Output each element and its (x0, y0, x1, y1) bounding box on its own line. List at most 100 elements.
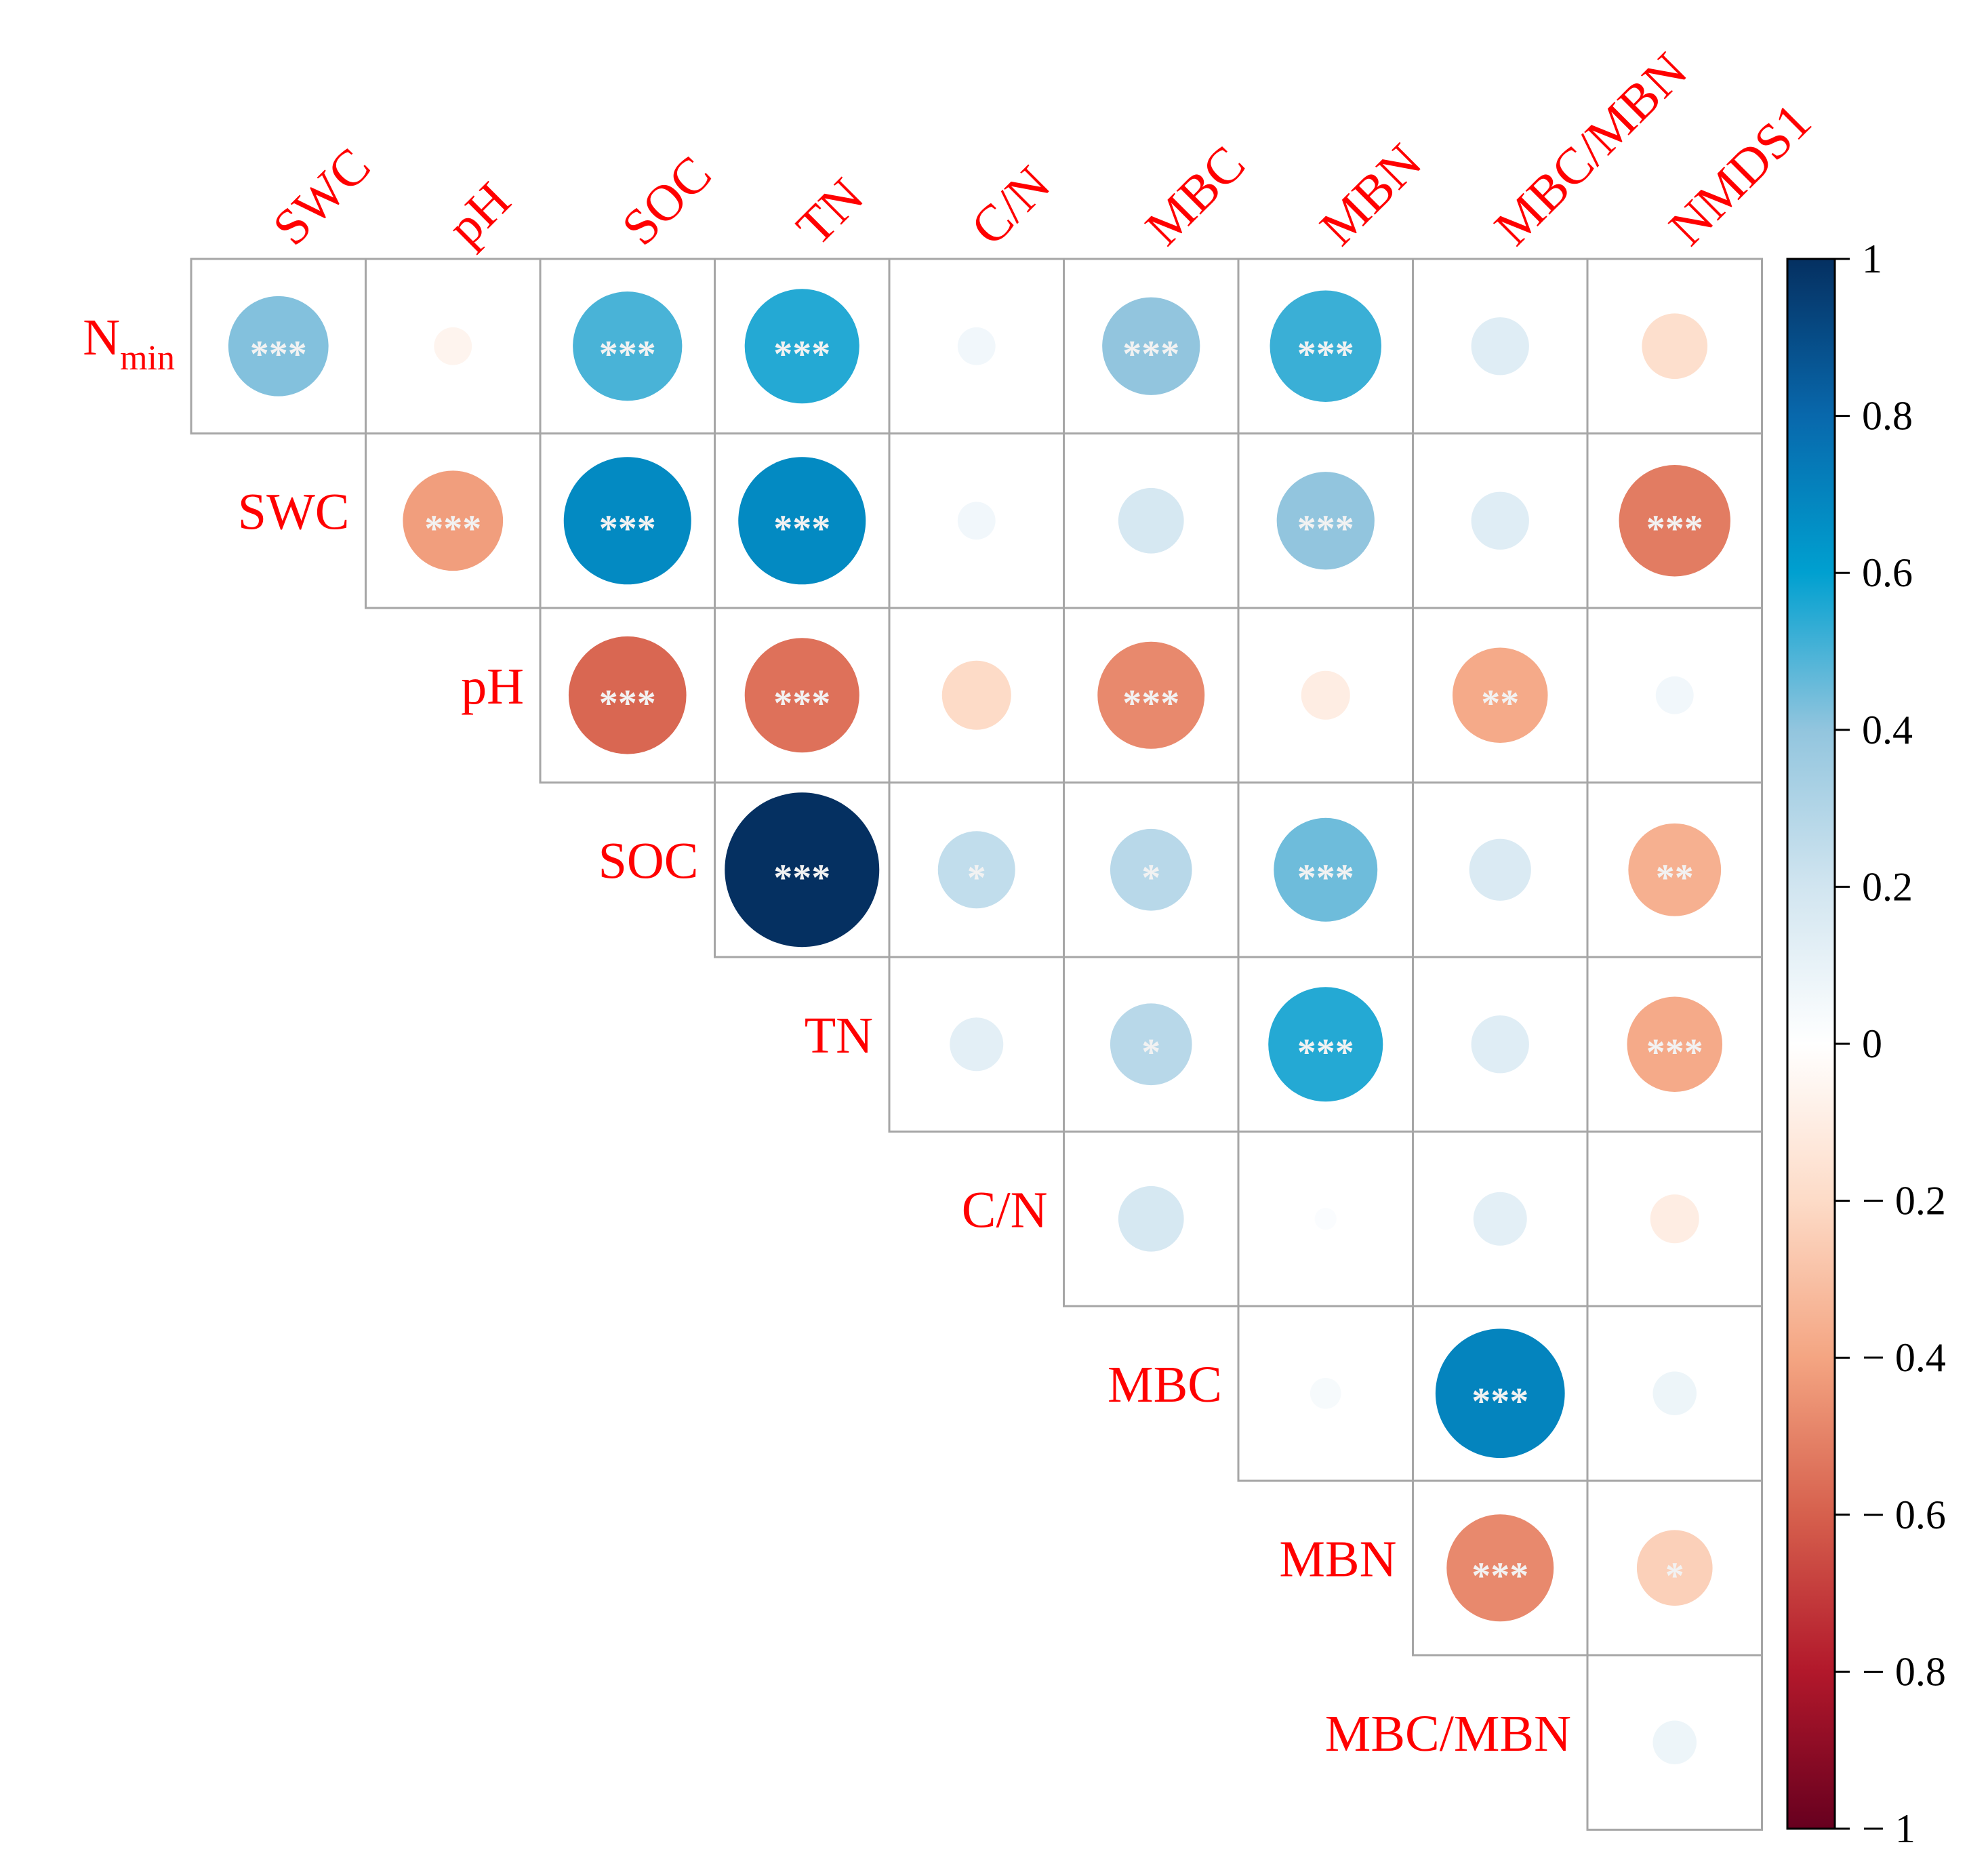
corr-circle-r3-c7 (1469, 838, 1531, 901)
corr-circle-r2-c6 (1301, 670, 1350, 720)
significance-r0-c3: *** (773, 333, 830, 375)
colorbar-tick-label-1: 0.8 (1862, 394, 1913, 439)
significance-r0-c6: *** (1297, 333, 1354, 375)
row-label-3-main: SOC (599, 832, 699, 889)
corr-circle-r0-c3 (744, 289, 859, 404)
corr-circle-r6-c7 (1435, 1328, 1565, 1459)
row-label-6: MBC (1108, 1356, 1222, 1413)
corr-circle-r6-c8 (1652, 1371, 1697, 1415)
row-label-0: Nmin (83, 309, 175, 378)
colorbar-tick-label-4: 0.2 (1862, 864, 1913, 909)
colorbar-ticks: 1 0.8 0.6 0.4 0.2 0 − 0.2 − 0.4 − 0.6 − 0.8 − 1 (1835, 237, 1946, 1851)
corr-circle-r3-c4 (937, 831, 1015, 909)
corr-circle-r3-c5 (1110, 828, 1192, 911)
significance-r2-c5: *** (1122, 683, 1179, 725)
colorbar-tick-label-8: − 0.6 (1862, 1493, 1946, 1537)
corr-circle-r2-c2 (568, 636, 687, 754)
significance-r7-c7: *** (1472, 1555, 1528, 1597)
col-label-6: MBN (1310, 133, 1433, 256)
significance-r4-c6: *** (1297, 1032, 1354, 1074)
corr-circle-r0-c7 (1471, 317, 1529, 375)
corr-circle-r3-c8 (1628, 823, 1722, 916)
row-label-2-main: pH (461, 658, 524, 715)
colorbar-tick-label-6: − 0.2 (1862, 1179, 1946, 1223)
corr-circle-r0-c2 (573, 291, 683, 401)
corr-circle-r2-c5 (1097, 641, 1205, 749)
significance-r4-c5: * (1141, 1032, 1160, 1074)
corr-circle-r4-c7 (1471, 1015, 1529, 1074)
corr-circle-r5-c6 (1314, 1208, 1337, 1230)
col-label-2: SOC (611, 145, 723, 256)
corr-circle-r5-c7 (1473, 1192, 1527, 1246)
row-label-2: pH (461, 658, 524, 715)
significance-r1-c6: *** (1297, 508, 1354, 550)
significance-r4-c8: *** (1646, 1032, 1703, 1074)
row-label-5: C/N (962, 1181, 1048, 1238)
row-label-8: MBC/MBN (1325, 1705, 1571, 1762)
cell-r1-c5 (1063, 432, 1240, 609)
corr-circle-r5-c8 (1650, 1194, 1699, 1244)
significance-r3-c3: *** (773, 857, 830, 899)
col-label-4: C/N (960, 155, 1061, 256)
corr-circle-r0-c8 (1642, 313, 1708, 380)
corr-circle-r0-c1 (434, 327, 472, 365)
corr-circle-r4-c4 (950, 1017, 1004, 1072)
significance-r2-c2: *** (599, 683, 656, 725)
significance-r0-c0: *** (250, 333, 307, 375)
corr-circle-r0-c5 (1102, 297, 1200, 395)
row-label-0-sub: min (120, 339, 175, 378)
corr-circle-r1-c5 (1118, 487, 1184, 554)
correlation-circles (228, 289, 1730, 1764)
corr-circle-r8-c8 (1652, 1720, 1697, 1764)
row-label-1: SWC (238, 483, 350, 540)
corr-circle-r3-c6 (1274, 817, 1378, 922)
row-label-5-main: C/N (962, 1181, 1048, 1238)
row-label-3: SOC (599, 832, 699, 889)
row-label-7: MBN (1279, 1530, 1396, 1587)
cell-r5-c8 (1586, 1131, 1763, 1307)
row-label-4: TN (805, 1007, 873, 1064)
row-label-6-main: MBC (1108, 1356, 1222, 1413)
corr-circle-r2-c7 (1452, 647, 1548, 744)
corr-circle-r7-c7 (1446, 1514, 1554, 1622)
colorbar-tick-label-10: − 1 (1862, 1806, 1915, 1851)
corr-circle-r7-c8 (1636, 1530, 1713, 1606)
colorbar-tick-label-0: 1 (1862, 237, 1882, 281)
significance-r3-c8: ** (1656, 857, 1694, 899)
corr-circle-r1-c1 (403, 470, 504, 571)
colorbar-tick-label-9: − 0.8 (1862, 1649, 1946, 1694)
row-label-8-main: MBC/MBN (1325, 1705, 1571, 1762)
corr-circle-r1-c7 (1471, 491, 1529, 550)
corr-circle-r2-c3 (744, 638, 859, 753)
significance-r6-c7: *** (1472, 1381, 1528, 1423)
corr-circle-r1-c8 (1619, 465, 1730, 577)
colorbar-tick-label-7: − 0.4 (1862, 1335, 1946, 1380)
colorbar-tick-label-3: 0.4 (1862, 708, 1913, 752)
color-legend: 1 0.8 0.6 0.4 0.2 0 − 0.2 − 0.4 − 0.6 − 0.8 − 1 (1786, 237, 1946, 1851)
matrix-cells (190, 258, 1763, 1831)
col-label-0: SWC (262, 137, 382, 256)
corr-circle-r4-c8 (1627, 996, 1723, 1093)
corr-circle-r2-c8 (1655, 676, 1694, 714)
colorbar-tick-label-2: 0.6 (1862, 550, 1913, 595)
row-label-4-main: TN (805, 1007, 873, 1064)
significance-labels: *** *** *** *** ****** *** *** *** ****** *** *** *… (250, 333, 1703, 1598)
cell-r0-c7 (1412, 258, 1589, 434)
significance-r7-c8: * (1665, 1555, 1684, 1597)
significance-r2-c3: *** (773, 683, 830, 725)
significance-r1-c2: *** (599, 508, 656, 550)
corr-circle-r0-c6 (1270, 290, 1381, 402)
col-label-5: MBC (1135, 135, 1256, 256)
colorbar-tick-label-5: 0 (1862, 1021, 1882, 1066)
corr-circle-r1-c4 (957, 502, 996, 540)
colorbar-gradient (1787, 259, 1835, 1829)
significance-r2-c7: ** (1481, 683, 1519, 725)
significance-r1-c8: *** (1646, 508, 1703, 550)
corr-circle-r2-c4 (941, 660, 1011, 730)
significance-r1-c1: *** (424, 508, 481, 550)
corr-circle-r0-c4 (957, 327, 996, 365)
significance-r1-c3: *** (773, 508, 830, 550)
row-labels: Nmin SWC pH SOC TN C/N MBC MBN MBC/MBN (83, 309, 1571, 1762)
corr-circle-r1-c6 (1276, 472, 1375, 570)
